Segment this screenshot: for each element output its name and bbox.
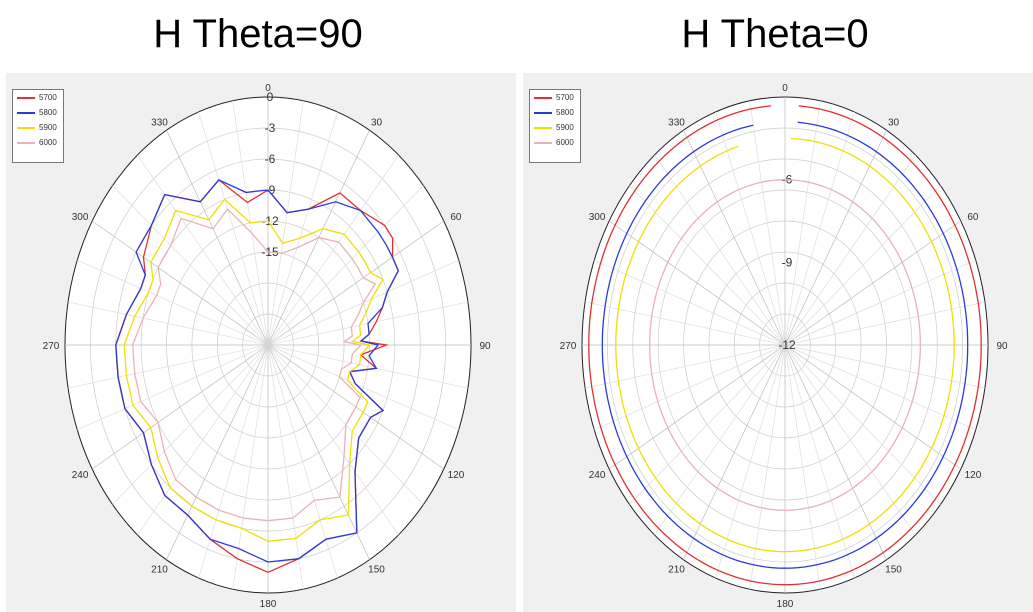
polar-plot: 0 30 60 90 120 150 180 210 240 270 300 330 0 -3 -6 -9 -1… [43, 83, 491, 610]
angle-tick-label: 30 [888, 118, 900, 129]
legend-label: 5700 [556, 93, 574, 102]
grid-spoke [749, 100, 786, 346]
chart-title: H Theta=0 [681, 12, 869, 56]
series-line-6000 [649, 179, 921, 511]
series-line-5800 [115, 179, 400, 563]
chart-title: H Theta=90 [153, 12, 363, 56]
angle-tick-label: 300 [589, 212, 606, 223]
legend-item: 6000 [530, 135, 580, 150]
angle-tick-label: 90 [479, 341, 491, 352]
angle-tick-label: 270 [43, 341, 60, 352]
angle-tick-label: 0 [782, 83, 788, 94]
legend-label: 5700 [39, 93, 57, 102]
radial-tick-label: -9 [782, 255, 793, 269]
legend: 5700 5800 5900 6000 [529, 89, 581, 163]
angle-tick-label: 120 [448, 470, 465, 481]
legend-item: 6000 [13, 135, 63, 150]
legend-item: 5900 [13, 120, 63, 135]
grid-spoke [267, 185, 424, 346]
angle-tick-label: 240 [72, 470, 89, 481]
radial-tick-label: -6 [265, 152, 276, 166]
angle-tick-label: 180 [777, 599, 794, 610]
legend-item: 5700 [13, 90, 63, 105]
grid-spoke [267, 344, 370, 560]
legend-swatch [17, 111, 35, 114]
polar-chart-theta-90: H Theta=90 0 30 60 90 120 150 180 210 240 270 300 3… [0, 0, 516, 612]
legend-label: 5800 [39, 108, 57, 117]
angle-tick-label: 270 [560, 341, 577, 352]
grid-spoke [112, 185, 269, 346]
legend-swatch [17, 126, 35, 129]
angle-tick-label: 240 [589, 470, 606, 481]
radial-tick-label: -12 [261, 214, 279, 228]
legend-item: 5800 [530, 105, 580, 120]
radial-tick-label: 0 [267, 90, 274, 104]
legend-swatch [534, 126, 552, 129]
angle-tick-label: 210 [151, 564, 168, 575]
grid-spoke [267, 344, 304, 590]
legend-swatch [17, 96, 35, 99]
series-line-5900 [123, 198, 384, 542]
legend-label: 5900 [556, 123, 574, 132]
series-line-5900 [615, 137, 955, 553]
legend-swatch [17, 141, 35, 144]
grid-spoke [166, 130, 269, 346]
grid-spoke [166, 344, 269, 560]
legend-swatch [534, 111, 552, 114]
polar-chart-theta-0: H Theta=0 0 30 60 90 120 150 180 210 240 270 300 33… [517, 0, 1033, 612]
grid-spoke [267, 344, 468, 389]
angle-tick-label: 330 [668, 118, 685, 129]
grid-spoke [267, 100, 304, 346]
angle-tick-label: 210 [668, 564, 685, 575]
grid-spoke [267, 154, 399, 346]
legend-item: 5900 [530, 120, 580, 135]
grid-spoke [267, 344, 459, 431]
grid-spoke [267, 111, 338, 346]
grid-spoke [137, 344, 269, 536]
grid-spoke [77, 344, 269, 431]
legend-label: 6000 [39, 138, 57, 147]
angle-tick-label: 30 [371, 118, 383, 129]
angle-tick-label: 150 [368, 564, 385, 575]
angle-tick-label: 90 [996, 341, 1008, 352]
angle-tick-label: 0 [265, 83, 271, 94]
grid-spoke [91, 344, 269, 470]
grid-spoke [68, 301, 269, 346]
radial-tick-label: -9 [265, 183, 276, 197]
angle-tick-label: 60 [450, 212, 462, 223]
legend-swatch [534, 141, 552, 144]
grid-spoke [137, 154, 269, 346]
angle-tick-label: 150 [885, 564, 902, 575]
grid-spoke [77, 259, 269, 346]
legend: 5700 5800 5900 6000 [12, 89, 64, 163]
radial-tick-label: -3 [265, 121, 276, 135]
angle-tick-label: 120 [965, 470, 982, 481]
series-line-6000 [132, 208, 377, 522]
angle-tick-label: 330 [151, 118, 168, 129]
legend-swatch [534, 96, 552, 99]
grid-spoke [112, 344, 269, 505]
grid-spoke [68, 344, 269, 389]
grid-spoke [267, 220, 445, 346]
grid-spoke [198, 111, 269, 346]
legend-label: 5800 [556, 108, 574, 117]
radial-tick-label: -12 [778, 338, 796, 352]
legend-item: 5700 [530, 90, 580, 105]
angle-tick-label: 300 [72, 212, 89, 223]
angle-tick-label: 60 [967, 212, 979, 223]
legend-label: 5900 [39, 123, 57, 132]
legend-label: 6000 [556, 138, 574, 147]
series-line-5700 [588, 105, 982, 586]
grid-spoke [267, 344, 399, 536]
angle-tick-label: 180 [260, 599, 277, 610]
series-line-5800 [601, 121, 969, 569]
grid-spoke [91, 220, 269, 346]
legend-item: 5800 [13, 105, 63, 120]
